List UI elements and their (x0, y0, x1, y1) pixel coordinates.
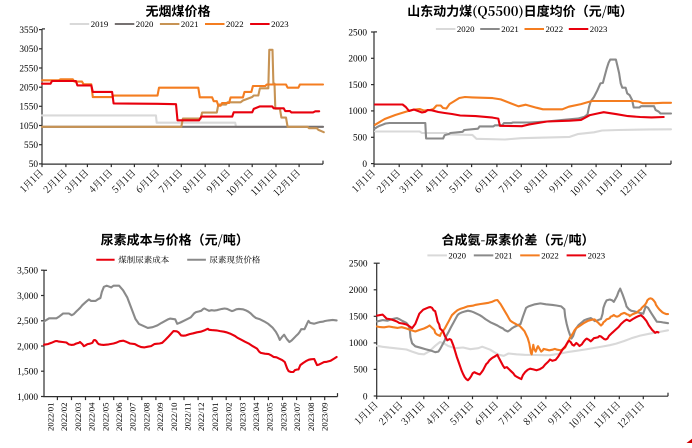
svg-text:1,000: 1,000 (17, 393, 38, 403)
svg-text:2,000: 2,000 (17, 342, 38, 352)
svg-text:2023/01: 2023/01 (210, 403, 220, 431)
svg-text:2022/11: 2022/11 (183, 403, 193, 431)
svg-text:2022/04: 2022/04 (87, 402, 97, 431)
svg-text:2020: 2020 (448, 251, 466, 261)
svg-text:2023: 2023 (590, 24, 608, 34)
svg-text:3550: 3550 (19, 26, 38, 36)
svg-text:1000: 1000 (348, 107, 367, 117)
svg-text:2022/03: 2022/03 (73, 403, 83, 431)
svg-text:550: 550 (24, 141, 38, 151)
svg-text:2023/08: 2023/08 (306, 402, 316, 431)
svg-text:2019: 2019 (91, 19, 109, 29)
svg-text:2023: 2023 (588, 251, 606, 261)
svg-text:2022/10: 2022/10 (169, 402, 179, 431)
svg-text:2,500: 2,500 (17, 317, 38, 327)
svg-text:2022: 2022 (546, 24, 564, 34)
svg-text:1550: 1550 (19, 103, 38, 113)
svg-text:2021: 2021 (495, 251, 513, 261)
svg-text:3050: 3050 (19, 45, 38, 55)
svg-text:2022: 2022 (226, 19, 244, 29)
svg-text:2020: 2020 (457, 24, 475, 34)
svg-text:2022/02: 2022/02 (59, 403, 69, 431)
svg-text:2022/08: 2022/08 (141, 402, 151, 431)
svg-text:2023/05: 2023/05 (265, 403, 275, 431)
svg-text:2022/09: 2022/09 (155, 403, 165, 431)
svg-text:2023/03: 2023/03 (237, 403, 247, 431)
svg-text:2022/12: 2022/12 (196, 403, 206, 431)
svg-text:2021: 2021 (501, 24, 519, 34)
svg-text:2023/07: 2023/07 (292, 402, 302, 431)
svg-text:2500: 2500 (349, 260, 368, 270)
svg-text:2023/04: 2023/04 (251, 402, 261, 431)
svg-text:2022: 2022 (541, 251, 559, 261)
svg-text:2021: 2021 (181, 19, 199, 29)
svg-text:2022/01: 2022/01 (46, 403, 56, 431)
svg-text:2000: 2000 (348, 55, 367, 65)
svg-text:2023/06: 2023/06 (278, 402, 288, 431)
svg-text:3,500: 3,500 (17, 267, 38, 277)
svg-text:1,500: 1,500 (17, 368, 38, 378)
svg-text:2550: 2550 (19, 64, 38, 74)
svg-text:1050: 1050 (19, 122, 38, 132)
svg-text:1000: 1000 (349, 339, 368, 349)
svg-text:3,000: 3,000 (17, 292, 38, 302)
svg-text:2022/06: 2022/06 (114, 402, 124, 431)
svg-text:2020: 2020 (136, 19, 154, 29)
svg-text:2022/05: 2022/05 (100, 403, 110, 431)
svg-text:50: 50 (29, 160, 39, 170)
svg-text:2500: 2500 (348, 28, 367, 38)
svg-text:2022/07: 2022/07 (128, 402, 138, 431)
svg-text:500: 500 (353, 134, 367, 144)
svg-text:500: 500 (354, 366, 368, 376)
svg-text:2023/09: 2023/09 (320, 403, 330, 431)
svg-text:2023/02: 2023/02 (224, 403, 234, 431)
svg-text:0: 0 (363, 392, 368, 402)
svg-text:2023: 2023 (271, 19, 289, 29)
svg-text:1500: 1500 (348, 81, 367, 91)
svg-text:1500: 1500 (349, 313, 368, 323)
svg-text:0: 0 (362, 160, 367, 170)
svg-text:2000: 2000 (349, 286, 368, 296)
svg-text:2050: 2050 (19, 84, 38, 94)
